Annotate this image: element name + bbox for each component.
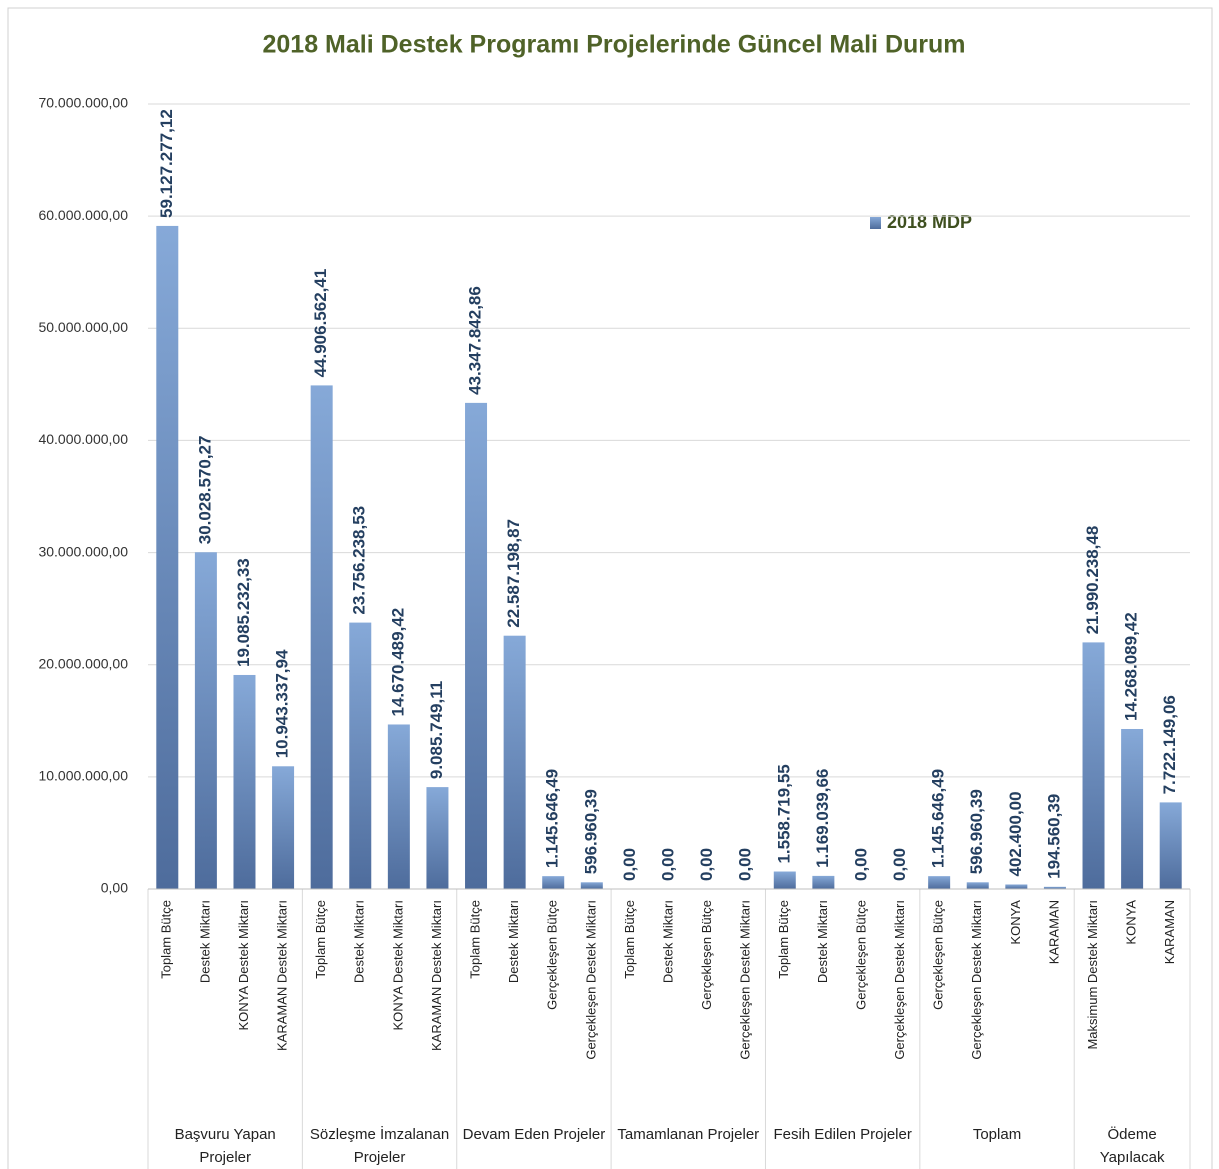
bar [310,385,333,889]
value-label: 44.906.562,41 [311,269,330,378]
x-tick-label: KONYA Destek Miktarı [236,900,251,1031]
value-label: 1.558.719,55 [774,764,793,863]
value-label: 194.560,39 [1044,794,1063,879]
y-tick-label: 10.000.000,00 [38,768,128,784]
x-tick-label: KONYA Destek Miktarı [390,900,405,1031]
x-tick-label: Gerçekleşen Destek Miktarı [892,900,907,1060]
value-label: 1.145.646,49 [929,769,948,868]
value-label: 21.990.238,48 [1083,526,1102,635]
value-label: 402.400,00 [1006,791,1025,876]
value-label: 1.145.646,49 [543,769,562,868]
x-tick-label: Destek Miktarı [660,900,675,983]
value-label: 0,00 [620,848,639,881]
legend-label: 2018 MDP [887,212,972,232]
x-tick-label: KARAMAN [1162,900,1177,964]
value-label: 19.085.232,33 [234,558,253,667]
chart-title: 2018 Mali Destek Programı Projelerinde G… [262,31,965,59]
value-label: 0,00 [658,848,677,881]
bar [387,724,410,889]
y-tick-label: 30.000.000,00 [38,543,128,559]
value-label: 0,00 [697,848,716,881]
bar [194,552,217,889]
x-tick-label: Toplam Bütçe [622,900,637,979]
value-label: 1.169.039,66 [813,769,832,868]
y-tick-label: 60.000.000,00 [38,207,128,223]
x-tick-label: Toplam Bütçe [159,900,174,979]
x-tick-label: Toplam Bütçe [313,900,328,979]
bar [349,622,372,889]
x-tick-label: Destek Miktarı [815,900,830,983]
x-tick-label: Destek Miktarı [197,900,212,983]
bar [928,876,951,889]
group-label: Devam Eden Projeler [462,1126,606,1143]
bar [966,882,989,889]
x-tick-label: Gerçekleşen Destek Miktarı [583,900,598,1060]
y-tick-label: 70.000.000,00 [38,95,128,111]
value-label: 14.670.489,42 [388,608,407,717]
x-tick-label: KONYA [1124,900,1139,945]
bar [1159,802,1182,889]
bar [1082,642,1105,889]
x-tick-label: Gerçekleşen Bütçe [545,900,560,1010]
value-label: 9.085.749,11 [427,681,446,779]
y-tick-label: 0,00 [101,880,128,896]
value-label: 0,00 [851,848,870,881]
x-tick-label: KARAMAN [1046,900,1061,964]
bar [465,402,488,889]
x-tick-label: Destek Miktarı [352,900,367,983]
bar [812,875,835,889]
x-tick-label: Toplam Bütçe [467,900,482,979]
bar [156,225,179,890]
value-label: 23.756.238,53 [350,506,369,615]
value-label: 43.347.842,86 [466,286,485,395]
x-tick-label: KONYA [1008,900,1023,945]
value-label: 7.722.149,06 [1160,695,1179,794]
x-tick-label: Maksimum Destek Miktarı [1085,900,1100,1050]
x-tick-label: Gerçekleşen Bütçe [853,900,868,1010]
value-label: 596.960,39 [581,789,600,874]
bar [580,882,603,889]
x-tick-label: Gerçekleşen Bütçe [931,900,946,1010]
x-tick-label: Gerçekleşen Destek Miktarı [738,900,753,1060]
value-label: 14.268.089,42 [1122,612,1141,721]
group-label: Başvuru Yapan Projeler [174,1126,276,1166]
bar [1043,886,1066,889]
x-tick-label: KARAMAN Destek Miktarı [275,900,290,1051]
bar [1121,728,1144,889]
bar [1005,884,1028,889]
x-tick-label: Gerçekleşen Bütçe [699,900,714,1010]
group-label: Ödeme Yapılacak [1099,1126,1165,1166]
value-label: 0,00 [736,848,755,881]
value-label: 0,00 [890,848,909,881]
bar [503,635,526,889]
group-label: Tamamlanan Projeler [617,1126,760,1143]
y-tick-label: 50.000.000,00 [38,319,128,335]
chart-border [7,7,1213,1169]
y-tick-label: 20.000.000,00 [38,655,128,671]
bar [542,876,565,889]
y-tick-label: 40.000.000,00 [38,431,128,447]
x-tick-label: Toplam Bütçe [776,900,791,979]
bar [272,766,295,889]
value-label: 30.028.570,27 [195,436,214,545]
group-label: Sözleşme İmzalanan Projeler [309,1126,450,1166]
value-label: 10.943.337,94 [273,649,292,758]
bar [233,674,256,889]
x-tick-label: KARAMAN Destek Miktarı [429,900,444,1051]
bar [426,787,449,889]
x-tick-label: Destek Miktarı [506,900,521,983]
value-label: 59.127.277,12 [157,109,176,218]
x-tick-label: Gerçekleşen Destek Miktarı [969,900,984,1060]
legend-swatch [870,217,881,229]
bar [773,871,796,889]
group-label: Fesih Edilen Projeler [773,1126,912,1143]
value-label: 596.960,39 [967,789,986,874]
group-label: Toplam [972,1126,1022,1143]
value-label: 22.587.198,87 [504,519,523,628]
